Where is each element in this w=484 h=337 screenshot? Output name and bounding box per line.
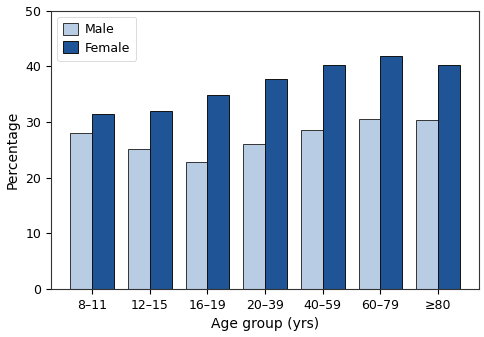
Bar [358, 119, 379, 289]
Bar [185, 161, 207, 289]
Legend: Male, Female: Male, Female [57, 17, 136, 61]
Bar [92, 114, 114, 289]
Bar [379, 56, 402, 289]
Bar [322, 65, 344, 289]
Bar [150, 111, 171, 289]
Bar [437, 65, 459, 289]
Bar [70, 133, 92, 289]
X-axis label: Age group (yrs): Age group (yrs) [211, 317, 318, 332]
Bar [243, 144, 265, 289]
Bar [128, 149, 150, 289]
Bar [300, 130, 322, 289]
Bar [265, 79, 287, 289]
Bar [207, 95, 229, 289]
Bar [415, 120, 437, 289]
Y-axis label: Percentage: Percentage [5, 111, 19, 189]
